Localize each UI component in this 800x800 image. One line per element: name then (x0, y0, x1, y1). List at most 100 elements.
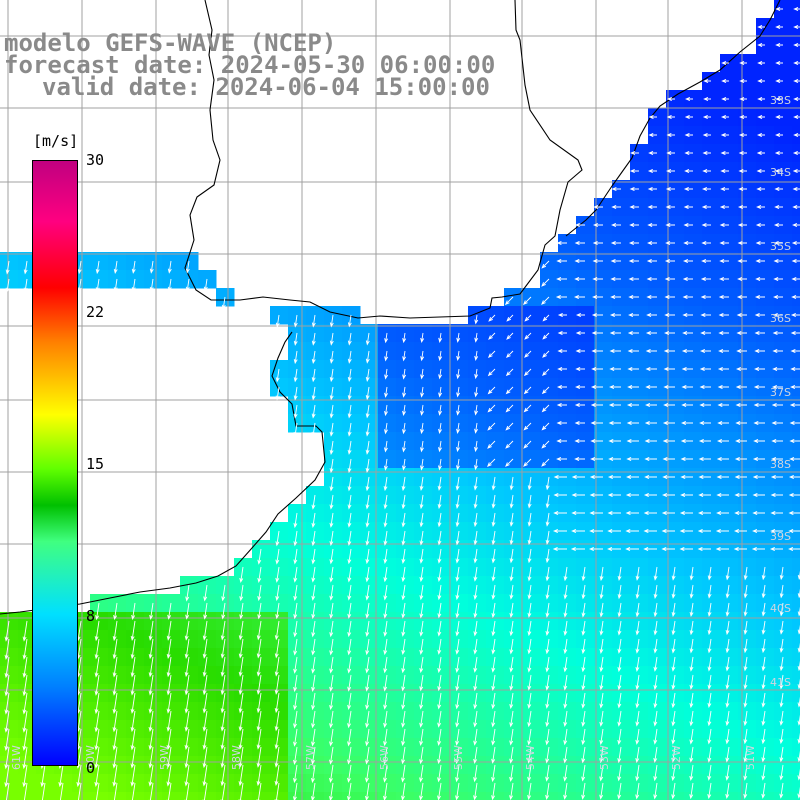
wind-speed-cell (630, 396, 649, 415)
wind-speed-cell (702, 486, 721, 505)
wind-arrow (790, 331, 800, 335)
wind-arrow (365, 602, 370, 619)
wind-arrow (635, 566, 640, 581)
wind-arrow (563, 620, 568, 636)
wind-speed-cell (630, 324, 649, 343)
wind-arrow (347, 332, 352, 346)
wind-speed-cell (558, 270, 577, 289)
wind-arrow (663, 349, 675, 353)
wind-arrow (635, 638, 640, 654)
wind-speed-cell (666, 198, 685, 217)
wind-arrow (545, 530, 550, 545)
wind-speed-cell (648, 234, 667, 253)
wind-arrow (664, 295, 675, 299)
wind-arrow (761, 692, 766, 708)
wind-speed-cell (648, 450, 667, 469)
wind-speed-cell (576, 216, 595, 235)
wind-speed-cell (648, 342, 667, 361)
wind-arrow (293, 710, 298, 729)
wind-arrow (527, 710, 532, 728)
wind-arrow (545, 656, 550, 673)
wind-speed-cell (630, 234, 649, 253)
wind-arrow (608, 421, 621, 425)
wind-arrow (487, 404, 496, 413)
wind-arrow (557, 331, 567, 335)
wind-arrow (274, 710, 280, 732)
wind-arrow (689, 656, 694, 672)
wind-arrow (491, 584, 496, 600)
wind-arrow (311, 746, 316, 765)
wind-arrow (599, 620, 604, 636)
wind-arrow (491, 674, 496, 692)
wind-speed-cell (738, 414, 757, 433)
wind-speed-cell (720, 90, 739, 109)
wind-arrow (329, 314, 334, 328)
wind-speed-cell (630, 522, 649, 541)
wind-arrow (347, 728, 352, 747)
wind-speed-cell (612, 468, 631, 487)
wind-arrow (148, 692, 154, 714)
wind-speed-cell (756, 36, 775, 55)
wind-speed-cell (612, 360, 631, 379)
wind-arrow (646, 259, 657, 263)
wind-speed-cell (576, 432, 595, 451)
wind-arrow (438, 422, 442, 435)
wind-arrow (365, 368, 370, 382)
wind-arrow (645, 331, 657, 335)
wind-arrow (506, 350, 514, 358)
wind-arrow (329, 404, 334, 419)
wind-arrow (365, 566, 370, 583)
wind-arrow (589, 493, 603, 497)
wind-arrow (754, 313, 765, 317)
wind-speed-cell (792, 774, 800, 793)
wind-arrow (401, 710, 406, 728)
wind-arrow (4, 674, 10, 697)
wind-arrow (666, 169, 675, 173)
wind-speed-cell (594, 486, 613, 505)
wind-arrow (402, 440, 406, 453)
wind-arrow (664, 313, 675, 317)
wind-arrow (365, 746, 370, 765)
wind-arrow (541, 386, 550, 395)
wind-arrow (365, 440, 370, 455)
wind-arrow (256, 692, 262, 714)
wind-arrow (611, 205, 621, 209)
wind-speed-cell (612, 504, 631, 523)
longitude-label: 61W (10, 745, 23, 770)
wind-arrow (328, 782, 334, 800)
wind-arrow (94, 656, 100, 678)
wind-arrow (329, 620, 334, 638)
wind-speed-cell (648, 198, 667, 217)
wind-arrow (718, 349, 729, 353)
wind-speed-cell (576, 414, 595, 433)
wind-arrow (761, 566, 766, 581)
wind-arrow (149, 602, 154, 620)
wind-speed-cell (666, 414, 685, 433)
wind-arrow (735, 367, 747, 371)
wind-arrow (113, 278, 118, 293)
wind-arrow (707, 656, 712, 672)
wind-arrow (491, 476, 496, 491)
wind-arrow (383, 692, 388, 710)
longitude-label: 52W (670, 745, 683, 770)
wind-speed-cell (612, 234, 631, 253)
wind-arrow (311, 602, 316, 620)
wind-arrow (702, 115, 711, 119)
wind-arrow (311, 710, 316, 729)
wind-arrow (743, 584, 748, 599)
wind-arrow (701, 223, 711, 227)
wind-arrow (646, 295, 657, 299)
colorbar-tick-8: 8 (86, 607, 96, 625)
wind-speed-cell (684, 522, 703, 541)
wind-speed-cell (702, 126, 721, 145)
wind-arrow (419, 746, 424, 765)
wind-arrow (689, 782, 694, 800)
wind-arrow (184, 692, 190, 714)
wind-arrow (311, 494, 316, 510)
wind-arrow (220, 674, 226, 696)
wind-arrow (383, 566, 388, 583)
wind-arrow (737, 205, 747, 209)
wind-arrow (720, 187, 729, 191)
wind-arrow (756, 169, 765, 173)
